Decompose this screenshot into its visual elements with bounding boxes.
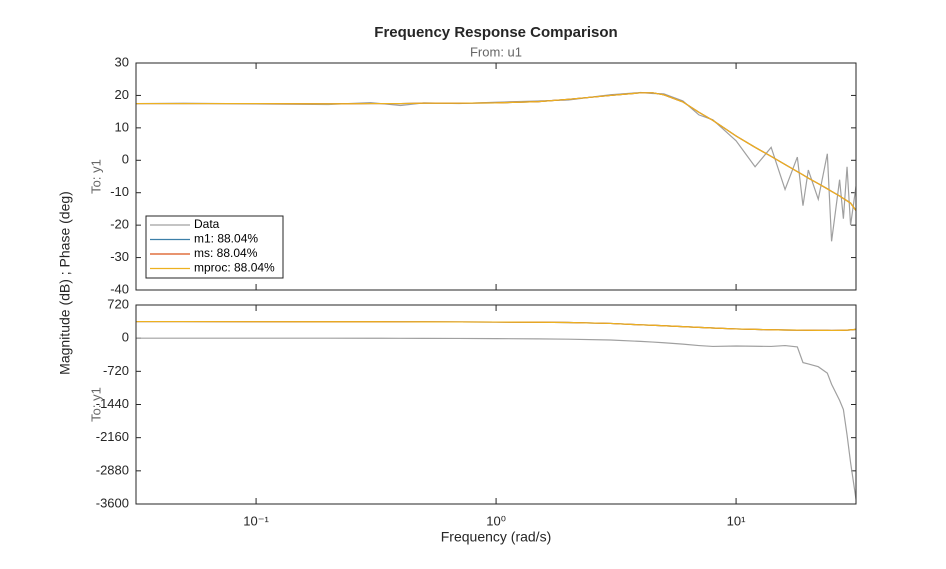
axes-frame — [135, 304, 857, 505]
figure-title: Frequency Response Comparison — [374, 24, 617, 41]
x-tick-label: 10¹ — [727, 513, 746, 528]
y-tick-label: -10 — [110, 184, 129, 199]
y-axis-label: Magnitude (dB) ; Phase (deg) — [57, 191, 73, 375]
y-tick-label: 720 — [107, 296, 129, 311]
legend-box — [145, 215, 284, 279]
y-tick-label: -2880 — [96, 462, 129, 477]
series-line — [136, 320, 856, 332]
y-tick-label: -30 — [110, 249, 129, 264]
axes-frame — [135, 62, 857, 291]
legend-label: ms: 88.04% — [194, 246, 258, 260]
legend-label: mproc: 88.04% — [194, 261, 275, 275]
series-line — [136, 337, 856, 500]
figure-subtitle: From: u1 — [470, 44, 522, 59]
y-tick-label: -1440 — [96, 396, 129, 411]
x-axis-label: Frequency (rad/s) — [441, 529, 551, 545]
subplot-y-label: To: y1 — [88, 159, 103, 194]
series-line — [136, 92, 856, 211]
legend-label: Data — [194, 217, 220, 231]
y-tick-label: 0 — [122, 330, 129, 345]
y-tick-label: 30 — [115, 54, 129, 69]
y-tick-label: 20 — [115, 87, 129, 102]
series-line — [136, 91, 856, 242]
y-tick-label: -720 — [103, 363, 129, 378]
y-tick-label: -40 — [110, 281, 129, 296]
x-tick-label: 10⁰ — [486, 513, 506, 528]
legend-label: m1: 88.04% — [194, 232, 258, 246]
y-tick-label: 10 — [115, 119, 129, 134]
subplot-y-label: To: y1 — [88, 387, 103, 422]
y-tick-label: 0 — [122, 152, 129, 167]
axes-background — [136, 305, 856, 504]
y-tick-label: -3600 — [96, 495, 129, 510]
x-tick-label: 10⁻¹ — [243, 513, 269, 528]
y-tick-label: -2160 — [96, 429, 129, 444]
y-tick-label: -20 — [110, 217, 129, 232]
